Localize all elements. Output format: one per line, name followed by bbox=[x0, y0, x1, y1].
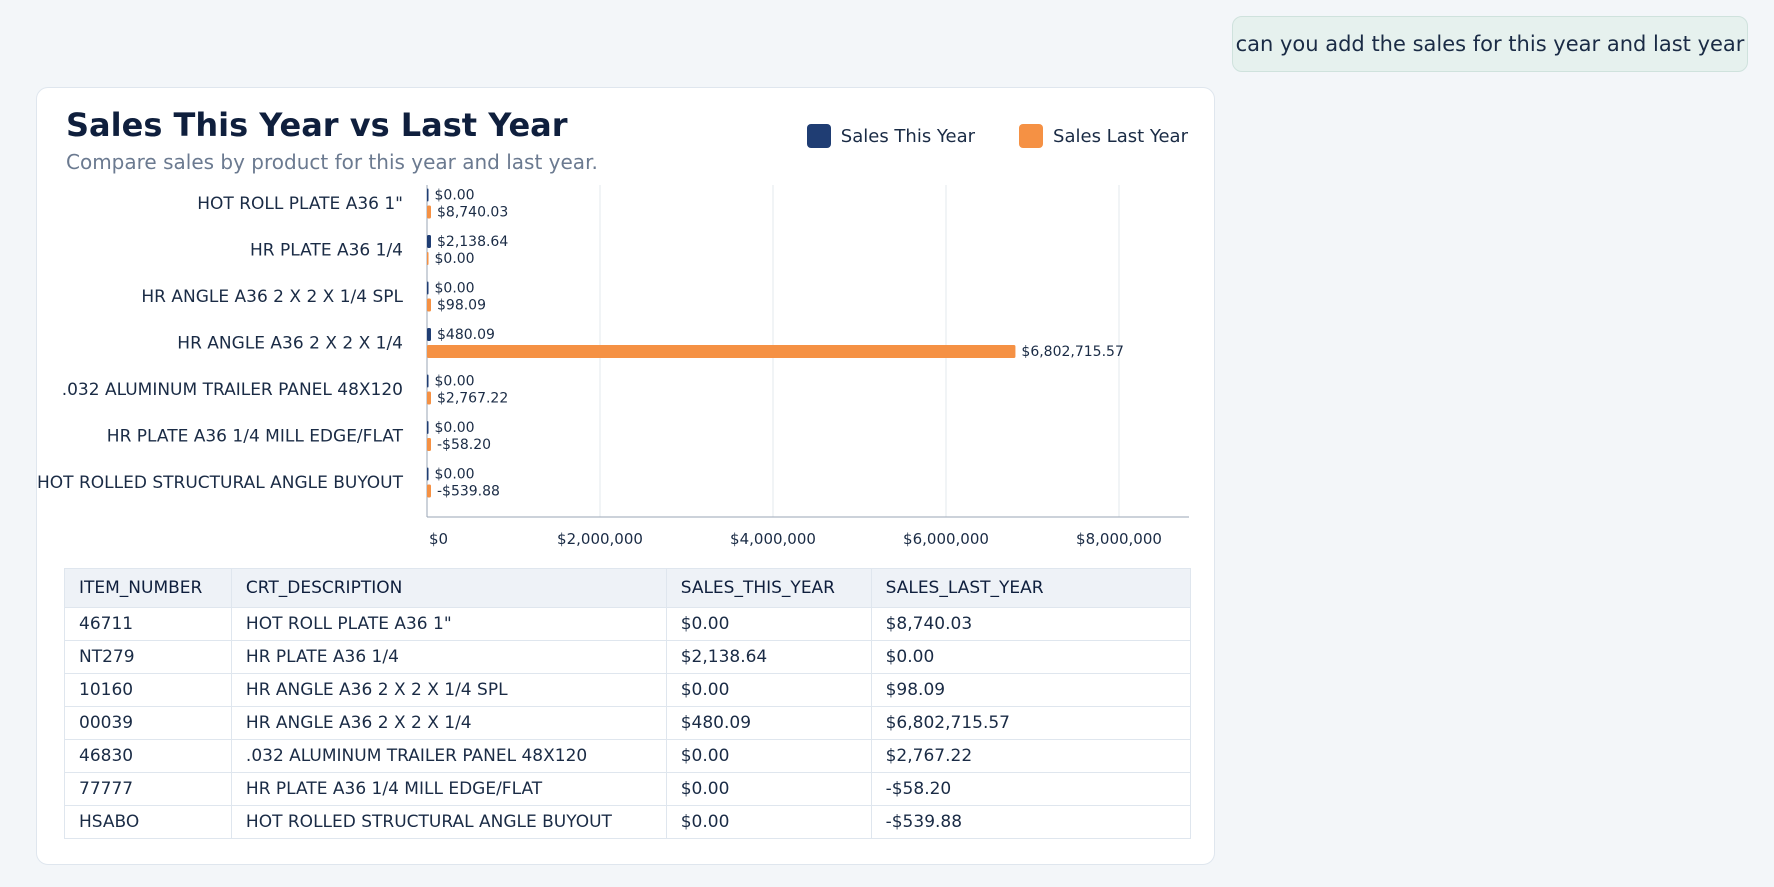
bar-last-year bbox=[427, 298, 431, 312]
category-label: HOT ROLLED STRUCTURAL ANGLE BUYOUT bbox=[37, 473, 404, 493]
category-label: HR PLATE A36 1/4 bbox=[250, 241, 403, 261]
cell-sales-last-year: $6,802,715.57 bbox=[870, 706, 1192, 740]
header-sales-last-year[interactable]: SALES_LAST_YEAR bbox=[870, 568, 1192, 608]
bar-this-year bbox=[427, 467, 429, 481]
table-row: HSABO HOT ROLLED STRUCTURAL ANGLE BUYOUT… bbox=[64, 805, 1192, 839]
cell-sales-last-year: $0.00 bbox=[870, 640, 1192, 674]
legend-label-this-year: Sales This Year bbox=[840, 125, 976, 147]
table-row: 46711 HOT ROLL PLATE A36 1" $0.00 $8,740… bbox=[64, 607, 1192, 641]
bar-last-year bbox=[427, 438, 431, 451]
legend-label-last-year: Sales Last Year bbox=[1053, 125, 1188, 147]
cell-description: HR PLATE A36 1/4 MILL EDGE/FLAT bbox=[230, 772, 667, 806]
table-row: 10160 HR ANGLE A36 2 X 2 X 1/4 SPL $0.00… bbox=[64, 673, 1192, 707]
data-label-this-year: $0.00 bbox=[435, 188, 475, 204]
cell-sales-last-year: $2,767.22 bbox=[870, 739, 1192, 773]
cell-sales-this-year: $480.09 bbox=[665, 706, 872, 740]
header-sales-this-year[interactable]: SALES_THIS_YEAR bbox=[665, 568, 872, 608]
bar-this-year bbox=[427, 188, 429, 202]
chart-card: Sales This Year vs Last Year Compare sal… bbox=[36, 87, 1215, 865]
data-label-last-year: $0.00 bbox=[435, 251, 475, 267]
user-message-text: can you add the sales for this year and … bbox=[1235, 32, 1745, 56]
data-label-this-year: $0.00 bbox=[435, 281, 475, 297]
x-tick-label: $2,000,000 bbox=[557, 530, 643, 548]
cell-sales-this-year: $0.00 bbox=[665, 805, 872, 839]
category-label: .032 ALUMINUM TRAILER PANEL 48X120 bbox=[62, 380, 403, 400]
user-message-bubble: can you add the sales for this year and … bbox=[1232, 16, 1748, 72]
data-label-last-year: $8,740.03 bbox=[437, 205, 508, 221]
header-item-number[interactable]: ITEM_NUMBER bbox=[64, 568, 232, 608]
cell-sales-this-year: $0.00 bbox=[665, 673, 872, 707]
cell-description: .032 ALUMINUM TRAILER PANEL 48X120 bbox=[230, 739, 667, 773]
cell-description: HR PLATE A36 1/4 bbox=[230, 640, 667, 674]
data-label-last-year: $2,767.22 bbox=[437, 391, 508, 407]
x-tick-label: $0 bbox=[429, 530, 448, 548]
bar-this-year bbox=[427, 235, 431, 248]
cell-sales-last-year: -$58.20 bbox=[870, 772, 1192, 806]
category-label: HR ANGLE A36 2 X 2 X 1/4 SPL bbox=[141, 287, 403, 307]
bar-this-year bbox=[427, 281, 429, 295]
x-tick-label: $4,000,000 bbox=[730, 530, 816, 548]
table-row: NT279 HR PLATE A36 1/4 $2,138.64 $0.00 bbox=[64, 640, 1192, 674]
cell-item-number: HSABO bbox=[64, 805, 232, 839]
bar-this-year bbox=[427, 374, 429, 388]
cell-sales-this-year: $2,138.64 bbox=[665, 640, 872, 674]
legend-swatch-last-year bbox=[1019, 124, 1044, 148]
bar-last-year bbox=[427, 345, 1016, 358]
table-row: 00039 HR ANGLE A36 2 X 2 X 1/4 $480.09 $… bbox=[64, 706, 1192, 740]
cell-sales-this-year: $0.00 bbox=[665, 739, 872, 773]
cell-sales-last-year: -$539.88 bbox=[870, 805, 1192, 839]
category-label: HR ANGLE A36 2 X 2 X 1/4 bbox=[177, 334, 403, 354]
data-label-this-year: $0.00 bbox=[435, 420, 475, 436]
cell-description: HOT ROLL PLATE A36 1" bbox=[230, 607, 667, 641]
data-label-this-year: $480.09 bbox=[437, 327, 495, 343]
table-header-row: ITEM_NUMBER CRT_DESCRIPTION SALES_THIS_Y… bbox=[64, 568, 1192, 608]
data-label-last-year: $98.09 bbox=[437, 298, 486, 314]
cell-sales-last-year: $98.09 bbox=[870, 673, 1192, 707]
bar-this-year bbox=[427, 421, 429, 434]
data-label-this-year: $0.00 bbox=[435, 467, 475, 483]
bar-chart: $0 $2,000,000 $4,000,000 $6,000,000 $8,000,0… bbox=[37, 185, 1189, 548]
cell-item-number: 10160 bbox=[64, 673, 232, 707]
cell-sales-last-year: $8,740.03 bbox=[870, 607, 1192, 641]
chart-title: Sales This Year vs Last Year bbox=[66, 106, 568, 144]
chart-legend: Sales This Year Sales Last Year bbox=[806, 124, 1188, 148]
data-label-this-year: $0.00 bbox=[435, 374, 475, 390]
legend-swatch-this-year bbox=[806, 124, 831, 148]
cell-item-number: 00039 bbox=[64, 706, 232, 740]
data-label-last-year: $6,802,715.57 bbox=[1021, 344, 1123, 360]
cell-description: HR ANGLE A36 2 X 2 X 1/4 SPL bbox=[230, 673, 667, 707]
cell-description: HR ANGLE A36 2 X 2 X 1/4 bbox=[230, 706, 667, 740]
bar-last-year bbox=[427, 484, 431, 498]
bar-this-year bbox=[427, 328, 431, 341]
x-tick-label: $8,000,000 bbox=[1076, 530, 1162, 548]
sales-table: ITEM_NUMBER CRT_DESCRIPTION SALES_THIS_Y… bbox=[64, 568, 1192, 839]
chart-subtitle: Compare sales by product for this year a… bbox=[66, 150, 598, 174]
cell-item-number: 77777 bbox=[64, 772, 232, 806]
cell-item-number: NT279 bbox=[64, 640, 232, 674]
table-row: 46830 .032 ALUMINUM TRAILER PANEL 48X120… bbox=[64, 739, 1192, 773]
legend-item-last-year[interactable]: Sales Last Year bbox=[1019, 124, 1188, 148]
x-tick-label: $6,000,000 bbox=[903, 530, 989, 548]
data-label-last-year: -$58.20 bbox=[437, 437, 491, 453]
header-crt-description[interactable]: CRT_DESCRIPTION bbox=[230, 568, 667, 608]
bar-last-year bbox=[427, 205, 431, 219]
data-label-last-year: -$539.88 bbox=[437, 484, 500, 500]
bar-last-year bbox=[427, 252, 429, 265]
cell-description: HOT ROLLED STRUCTURAL ANGLE BUYOUT bbox=[230, 805, 667, 839]
cell-sales-this-year: $0.00 bbox=[665, 772, 872, 806]
category-label: HOT ROLL PLATE A36 1" bbox=[197, 194, 403, 214]
table-row: 77777 HR PLATE A36 1/4 MILL EDGE/FLAT $0… bbox=[64, 772, 1192, 806]
data-label-this-year: $2,138.64 bbox=[437, 234, 508, 250]
cell-item-number: 46711 bbox=[64, 607, 232, 641]
cell-sales-this-year: $0.00 bbox=[665, 607, 872, 641]
bar-last-year bbox=[427, 391, 431, 405]
cell-item-number: 46830 bbox=[64, 739, 232, 773]
category-label: HR PLATE A36 1/4 MILL EDGE/FLAT bbox=[107, 427, 404, 447]
legend-item-this-year[interactable]: Sales This Year bbox=[806, 124, 976, 148]
